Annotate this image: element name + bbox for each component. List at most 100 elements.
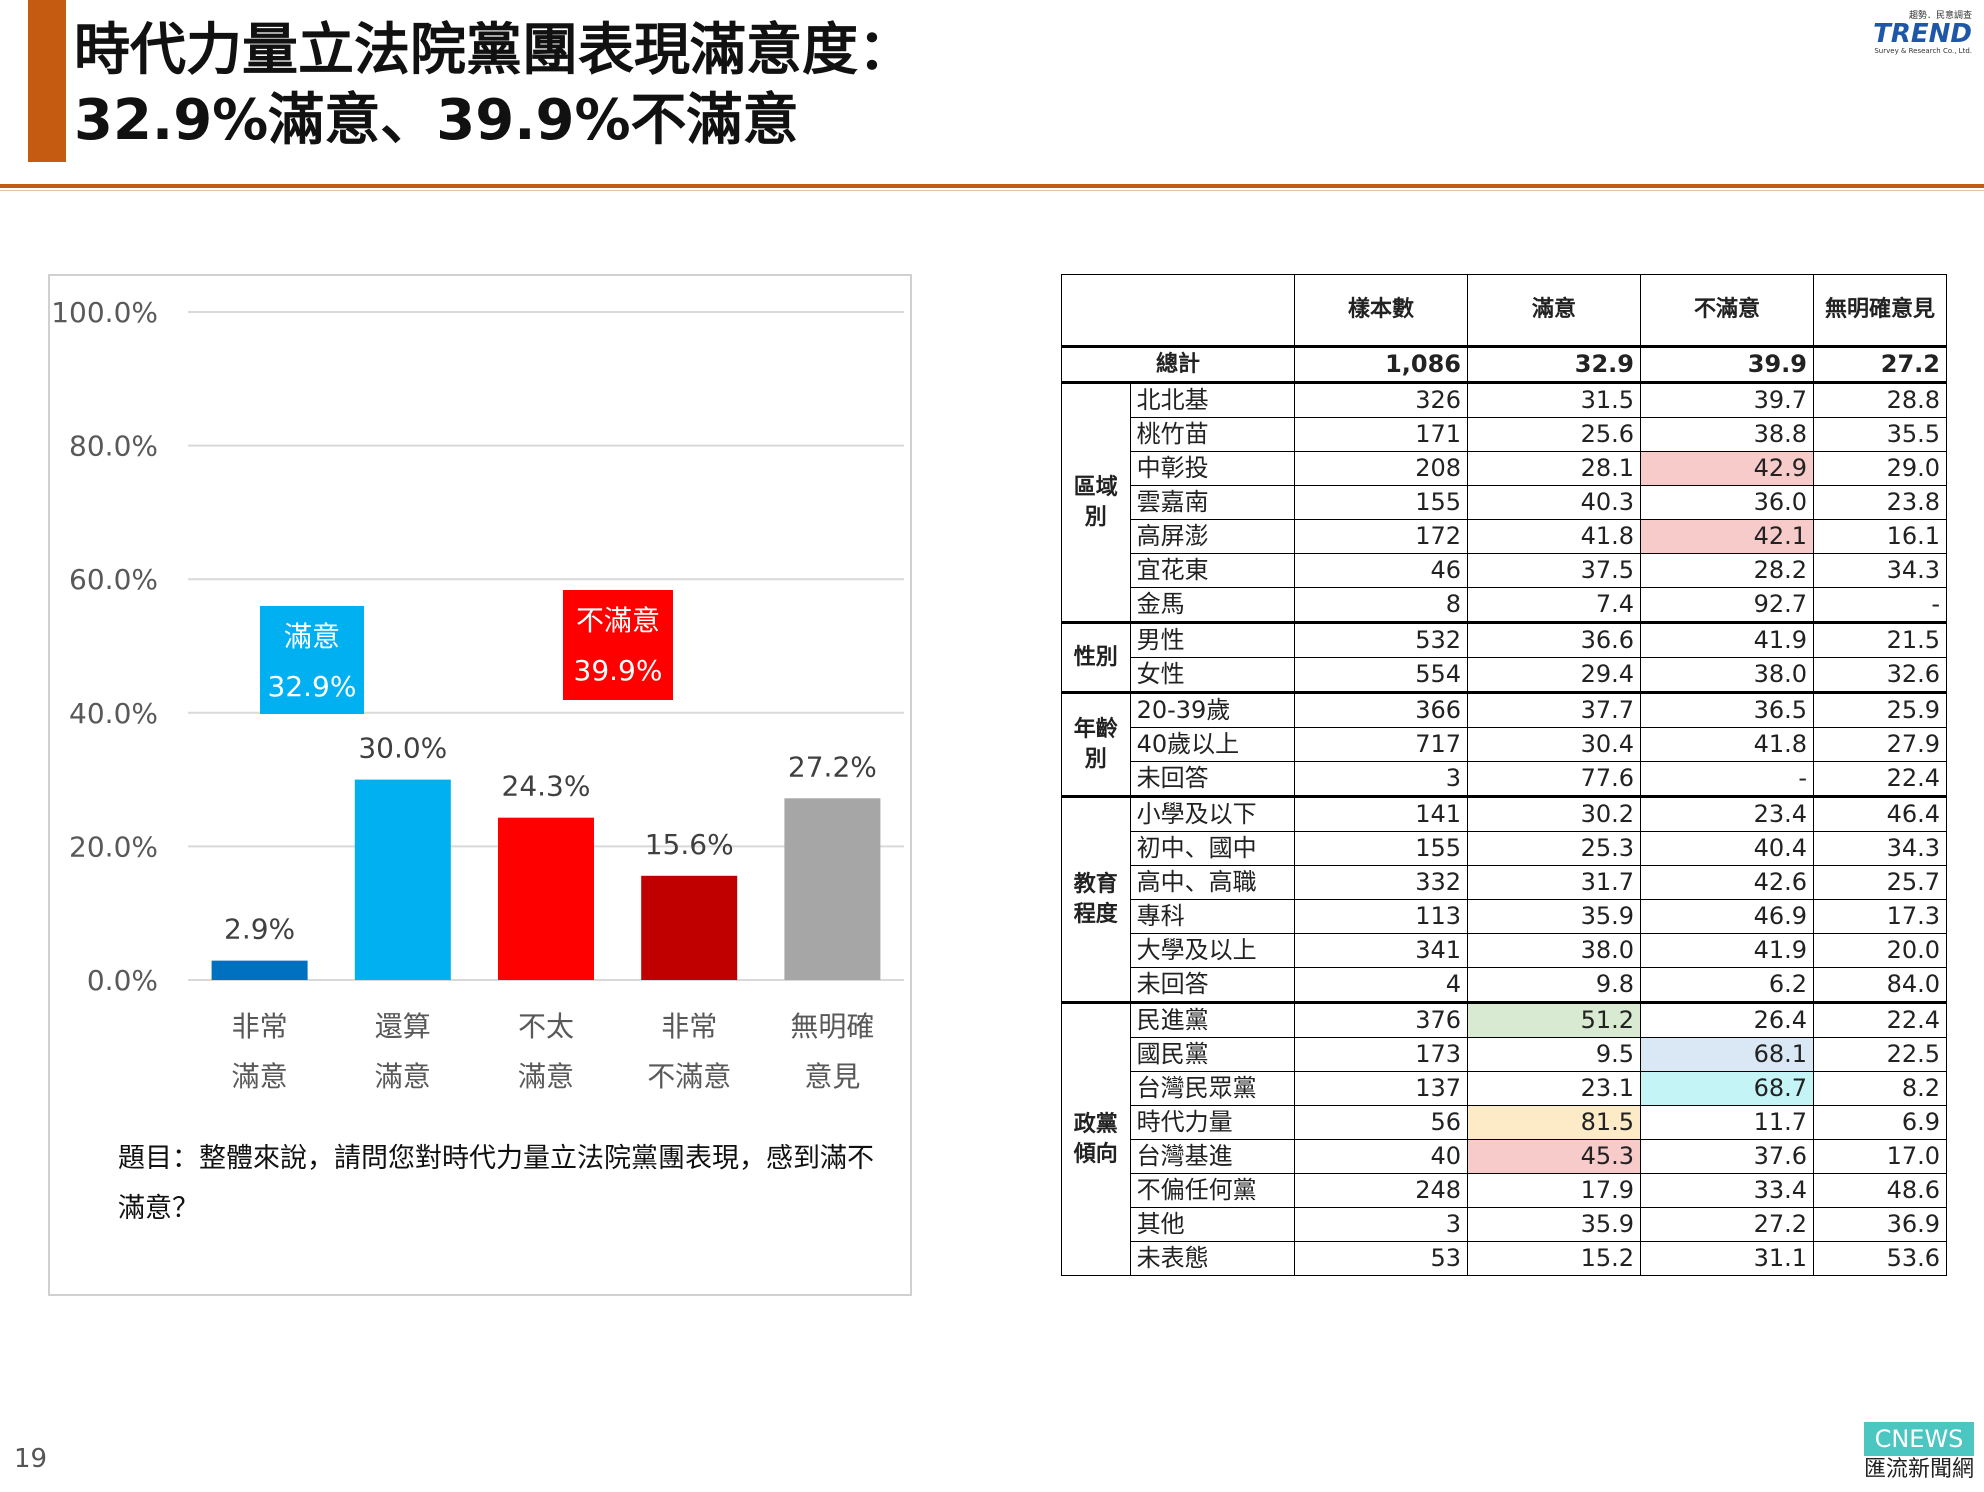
cell-value: 21.5 [1813,621,1947,658]
table-row: 高屏澎 172 41.8 42.1 16.1 [1062,519,1947,554]
table-row: 政黨傾向 民進黨 376 51.2 26.4 22.4 [1061,1001,1947,1276]
row-label: 金馬 [1129,587,1296,623]
cell-value: 17.3 [1813,899,1947,934]
x-tick-label: 滿意 [518,1060,574,1093]
table-header-row: 樣本數 滿意 不滿意 無明確意見 [1061,274,1947,347]
title-accent-bar [28,0,66,162]
cell-value: 81.5 [1467,1105,1641,1140]
cell-value: 39.7 [1640,381,1814,418]
cell-value: 35.9 [1467,1207,1641,1242]
row-label: 初中、國中 [1129,831,1296,866]
cell-value: 17.0 [1813,1139,1947,1174]
table-header-cell: 不滿意 [1640,274,1814,347]
table-row: 雲嘉南 155 40.3 36.0 23.8 [1062,485,1947,520]
cell-value: 6.2 [1640,967,1814,1003]
cell-value: 37.7 [1467,691,1641,728]
table-header-cell: 滿意 [1467,274,1641,347]
cell-value: 41.8 [1467,519,1641,554]
cell-value: 7.4 [1467,587,1641,623]
cell-value: 23.8 [1813,485,1947,520]
cell-value: 25.6 [1467,417,1641,452]
x-tick-label: 還算 [375,1010,431,1043]
cell-value: 30.4 [1467,727,1641,762]
cell-value: 31.5 [1467,381,1641,418]
cell-value: 42.1 [1640,519,1814,554]
cell-value: 3 [1294,1207,1468,1242]
y-tick-label: 20.0% [69,830,158,863]
table-row: 專科 113 35.9 46.9 17.3 [1062,899,1947,934]
cell-value: 155 [1294,485,1468,520]
cell-value: - [1813,587,1947,623]
cell-value: 341 [1294,933,1468,968]
table-row: 不偏任何黨 248 17.9 33.4 48.6 [1062,1173,1947,1208]
bar [211,960,308,980]
row-label: 民進黨 [1129,1001,1296,1038]
cell-value: 36.5 [1640,691,1814,728]
bar [354,779,451,980]
x-tick-label: 意見 [804,1060,860,1093]
table-row: 高中、高職 332 31.7 42.6 25.7 [1062,865,1947,900]
cell-value: 38.0 [1640,657,1814,693]
cell-value: - [1640,761,1814,797]
cell-value: 28.2 [1640,553,1814,588]
row-label: 未回答 [1129,761,1296,797]
cell-value: 46.4 [1813,795,1947,832]
page-number: 19 [14,1444,48,1474]
table-row: 40歲以上 717 30.4 41.8 27.9 [1062,727,1947,762]
bar-chart: 0.0%20.0%40.0%60.0%80.0%100.0%2.9%非常滿意30… [51,296,904,1093]
total-value: 39.9 [1640,345,1814,384]
annotation-label: 不滿意 [576,604,660,637]
cell-value: 25.3 [1467,831,1641,866]
cnews-logo-bottom: 匯流新聞網 [1864,1456,1975,1484]
cell-value: 92.7 [1640,587,1814,623]
cell-value: 23.1 [1467,1071,1641,1106]
cell-value: 22.5 [1813,1037,1947,1072]
chart-panel: 0.0% 20.0% 40.0% 60.0% 80.0% 100.0% 2.9% 非常 滿意 30… [48,274,912,1296]
cell-value: 34.3 [1813,831,1947,866]
cell-value: 366 [1294,691,1468,728]
table-row: 中彰投 208 28.1 42.9 29.0 [1062,451,1947,486]
cell-value: 42.6 [1640,865,1814,900]
row-label: 不偏任何黨 [1129,1173,1296,1208]
cell-value: 171 [1294,417,1468,452]
row-label: 其他 [1129,1207,1296,1242]
y-tick-label: 100.0% [51,296,158,329]
bar [641,875,738,980]
table-row: 未回答 3 77.6-22.4 [1062,761,1947,797]
row-label: 大學及以上 [1129,933,1296,968]
question-text: 題目：整體來說，請問您對時代力量立法院黨團表現，感到滿不滿意？ [118,1143,874,1224]
x-tick-label: 非常 [232,1010,288,1043]
table-row: 台灣基進 40 45.3 37.6 17.0 [1062,1139,1947,1174]
cell-value: 34.3 [1813,553,1947,588]
cell-value: 29.4 [1467,657,1641,693]
cell-value: 31.7 [1467,865,1641,900]
table-header-cell: 樣本數 [1294,274,1468,347]
cell-value: 25.7 [1813,865,1947,900]
cell-value: 40.4 [1640,831,1814,866]
cell-value: 41.8 [1640,727,1814,762]
cell-value: 36.0 [1640,485,1814,520]
annotation-value: 32.9% [268,670,357,703]
cell-value: 31.1 [1640,1241,1814,1276]
bar-value-label: 24.3% [502,770,591,803]
table-header-cell [1061,274,1295,347]
cell-value: 20.0 [1813,933,1947,968]
y-tick-label: 0.0% [87,964,158,997]
cell-value: 53.6 [1813,1241,1947,1276]
bar-value-label: 2.9% [224,913,295,946]
y-tick-label: 80.0% [69,430,158,463]
row-label: 桃竹苗 [1129,417,1296,452]
cell-value: 155 [1294,831,1468,866]
table-row: 時代力量 56 81.5 11.7 6.9 [1062,1105,1947,1140]
bar-value-label: 30.0% [358,732,447,765]
cell-value: 51.2 [1467,1001,1641,1038]
table-row: 性別 男性 532 36.6 41.9 21.5 [1061,621,1947,693]
x-tick-label: 無明確 [790,1010,874,1043]
row-label: 40歲以上 [1129,727,1296,762]
cell-value: 56 [1294,1105,1468,1140]
page-title-line1: 時代力量立法院黨團表現滿意度： [74,18,914,83]
title-divider [0,184,1984,188]
bar [784,798,881,980]
table-row: 教育程度 小學及以下 141 30.2 23.4 46.4 [1061,795,1947,1003]
cell-value: 6.9 [1813,1105,1947,1140]
